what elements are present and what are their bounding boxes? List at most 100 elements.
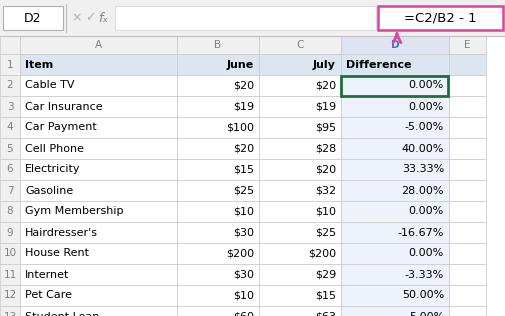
Bar xyxy=(0,306,20,316)
Text: June: June xyxy=(226,59,254,70)
Bar xyxy=(448,264,485,285)
Bar xyxy=(340,285,448,306)
Bar xyxy=(340,222,448,243)
Bar xyxy=(448,75,485,96)
Text: $28: $28 xyxy=(314,143,335,154)
Bar xyxy=(259,201,340,222)
Text: Gasoline: Gasoline xyxy=(25,185,73,196)
Text: 40.00%: 40.00% xyxy=(401,143,443,154)
Text: 5: 5 xyxy=(7,143,13,154)
Text: $10: $10 xyxy=(315,206,335,216)
Text: $10: $10 xyxy=(232,290,254,301)
Bar xyxy=(259,96,340,117)
Bar xyxy=(0,96,20,117)
Bar xyxy=(0,117,20,138)
Bar xyxy=(340,96,448,117)
Bar xyxy=(259,264,340,285)
Text: 5.00%: 5.00% xyxy=(408,312,443,316)
Text: 28.00%: 28.00% xyxy=(400,185,443,196)
Text: $200: $200 xyxy=(225,248,254,258)
Bar xyxy=(259,75,340,96)
Text: 6: 6 xyxy=(7,165,13,174)
Bar xyxy=(448,159,485,180)
Text: $25: $25 xyxy=(314,228,335,238)
Bar xyxy=(0,222,20,243)
Text: 1: 1 xyxy=(7,59,13,70)
Text: D: D xyxy=(390,40,398,50)
Bar xyxy=(259,138,340,159)
Text: $15: $15 xyxy=(232,165,254,174)
Text: Car Insurance: Car Insurance xyxy=(25,101,103,112)
Bar xyxy=(177,243,259,264)
Text: =C2/B2 - 1: =C2/B2 - 1 xyxy=(403,11,476,25)
Bar xyxy=(0,180,20,201)
Text: Cable TV: Cable TV xyxy=(25,81,74,90)
Text: ×: × xyxy=(71,11,81,25)
Bar xyxy=(177,96,259,117)
Text: 3: 3 xyxy=(7,101,13,112)
Text: $20: $20 xyxy=(232,81,254,90)
Text: $20: $20 xyxy=(232,143,254,154)
Text: -5.00%: -5.00% xyxy=(404,123,443,132)
Bar xyxy=(259,285,340,306)
Text: E: E xyxy=(463,40,470,50)
Bar xyxy=(177,159,259,180)
Text: 10: 10 xyxy=(4,248,17,258)
Bar xyxy=(259,117,340,138)
Bar xyxy=(448,54,485,75)
Text: 50.00%: 50.00% xyxy=(401,290,443,301)
Bar xyxy=(20,117,177,138)
Bar xyxy=(0,264,20,285)
Text: House Rent: House Rent xyxy=(25,248,89,258)
Text: $10: $10 xyxy=(232,206,254,216)
Text: $60: $60 xyxy=(232,312,254,316)
Bar xyxy=(259,243,340,264)
Bar xyxy=(448,243,485,264)
Text: 13: 13 xyxy=(4,312,17,316)
Text: -16.67%: -16.67% xyxy=(397,228,443,238)
Bar xyxy=(448,285,485,306)
Bar xyxy=(20,306,177,316)
Text: $95: $95 xyxy=(314,123,335,132)
Text: 4: 4 xyxy=(7,123,13,132)
Text: Student Loan: Student Loan xyxy=(25,312,99,316)
Bar xyxy=(448,306,485,316)
Text: A: A xyxy=(95,40,102,50)
Text: Car Payment: Car Payment xyxy=(25,123,96,132)
Text: $30: $30 xyxy=(232,228,254,238)
Text: ✓: ✓ xyxy=(85,11,95,25)
Bar xyxy=(20,222,177,243)
Bar xyxy=(448,117,485,138)
Bar xyxy=(0,159,20,180)
Bar xyxy=(0,138,20,159)
Bar xyxy=(20,201,177,222)
Text: fₓ: fₓ xyxy=(98,11,108,25)
Text: 0.00%: 0.00% xyxy=(408,206,443,216)
Text: $200: $200 xyxy=(307,248,335,258)
Bar xyxy=(177,75,259,96)
Text: Hairdresser's: Hairdresser's xyxy=(25,228,98,238)
Bar xyxy=(377,6,502,30)
Bar xyxy=(340,180,448,201)
Bar xyxy=(340,75,448,96)
Text: Difference: Difference xyxy=(345,59,411,70)
Bar xyxy=(0,75,20,96)
Bar xyxy=(448,180,485,201)
Bar xyxy=(20,54,177,75)
Text: $100: $100 xyxy=(226,123,254,132)
Bar xyxy=(448,222,485,243)
Bar xyxy=(20,138,177,159)
Bar xyxy=(177,264,259,285)
Text: 8: 8 xyxy=(7,206,13,216)
Text: July: July xyxy=(313,59,335,70)
Bar xyxy=(20,243,177,264)
Text: -3.33%: -3.33% xyxy=(404,270,443,279)
Bar xyxy=(340,54,448,75)
Text: $29: $29 xyxy=(314,270,335,279)
Bar xyxy=(341,76,447,95)
Text: $20: $20 xyxy=(314,165,335,174)
Text: $25: $25 xyxy=(232,185,254,196)
Bar xyxy=(0,243,20,264)
Text: C: C xyxy=(296,40,303,50)
Bar xyxy=(115,6,375,30)
